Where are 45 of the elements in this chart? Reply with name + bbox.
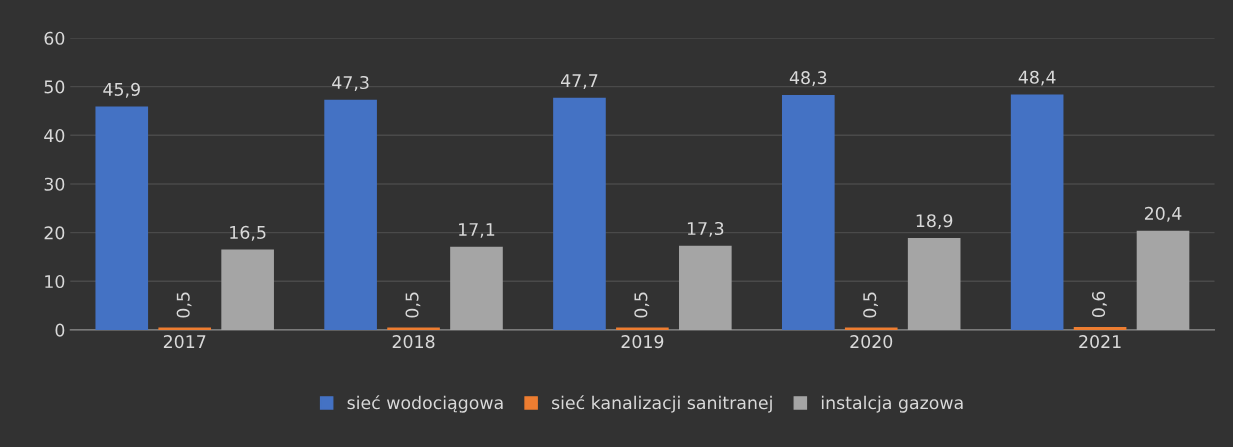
x-tick-label: 2020 [850,335,893,349]
y-tick-label: 50 [44,80,65,94]
data-label: 0,5 [405,292,421,318]
data-label: 17,1 [459,223,495,238]
y-tick-label: 20 [44,226,65,240]
data-label: 47,3 [332,75,369,91]
y-tick-label: 30 [44,177,65,191]
bar [1073,326,1127,330]
data-label: 47,7 [560,74,598,89]
legend-label: sieć wodociągowa [347,395,503,413]
x-tick-label: 2018 [392,335,435,349]
bar [158,327,212,330]
data-label: 48,3 [789,71,827,87]
x-tick-label: 2019 [621,335,664,349]
bar [553,97,606,330]
data-label: 0,5 [176,292,192,318]
bar [1010,94,1064,330]
x-tick-label: 2017 [163,335,206,349]
y-tick-label: 60 [44,31,65,45]
data-label: 18,9 [916,214,953,230]
y-tick-label: 10 [45,274,65,289]
data-label: 20,4 [1144,206,1182,222]
bar [1136,230,1190,330]
y-tick-label: 0 [55,323,65,337]
data-label: 17,3 [687,221,724,237]
x-tick-label: 2021 [1079,335,1121,349]
bar [616,327,669,330]
bar [450,246,503,330]
bar [844,327,898,330]
bar [387,327,440,330]
data-label: 45,9 [103,82,140,98]
data-label: 16,5 [230,225,266,241]
bar [324,99,377,330]
y-tick-label: 40 [44,129,65,143]
legend-label: sieć kanalizacji sanitranej [552,395,772,413]
bar [95,106,149,330]
data-label: 0,5 [863,292,879,318]
bar [679,245,732,330]
bar [221,249,274,330]
data-label: 0,5 [634,292,650,318]
bar [907,237,961,330]
legend-label: instalcja gazowa [821,395,963,413]
data-label: 0,6 [1091,291,1107,318]
bar [781,94,835,330]
data-label: 48,4 [1018,70,1056,86]
